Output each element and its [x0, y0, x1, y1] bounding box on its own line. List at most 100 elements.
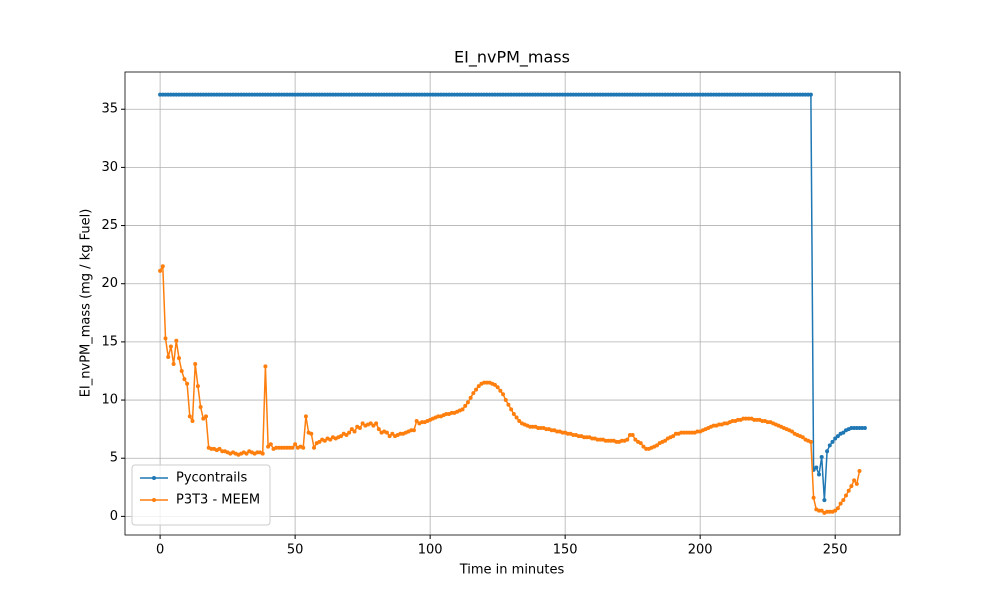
point	[822, 498, 827, 503]
point	[838, 501, 843, 506]
point	[465, 400, 470, 405]
y-tick-label: 10	[101, 393, 118, 408]
point	[857, 469, 862, 474]
point	[476, 384, 481, 389]
point	[852, 478, 857, 483]
point	[833, 436, 838, 441]
point	[468, 395, 473, 400]
point	[816, 472, 821, 477]
point	[414, 418, 419, 423]
point	[168, 344, 173, 349]
point	[492, 382, 497, 387]
point	[843, 493, 848, 498]
point	[506, 402, 511, 407]
point	[846, 488, 851, 493]
point	[463, 403, 468, 408]
y-tick-label: 5	[110, 451, 118, 466]
point	[800, 435, 805, 440]
legend-marker	[152, 498, 156, 502]
legend-label: P3T3 - MEEM	[176, 493, 260, 508]
point	[179, 368, 184, 373]
x-axis-label: Time in minutes	[459, 563, 565, 578]
y-tick-label: 15	[101, 334, 118, 349]
point	[854, 481, 859, 486]
point	[317, 439, 322, 444]
point	[827, 443, 832, 448]
y-tick-label: 0	[110, 509, 118, 524]
point	[819, 508, 824, 513]
point	[411, 428, 416, 433]
point	[501, 392, 506, 397]
point	[185, 381, 190, 386]
chart-title: EI_nvPM_mass	[454, 48, 570, 68]
point	[193, 361, 198, 366]
point	[160, 264, 165, 269]
point	[849, 484, 854, 489]
point	[344, 432, 349, 437]
point	[322, 438, 327, 443]
point	[263, 364, 268, 369]
point	[187, 414, 192, 419]
point	[633, 437, 638, 442]
point	[509, 407, 514, 412]
point	[166, 355, 171, 360]
point	[303, 414, 308, 419]
point	[201, 416, 206, 421]
point	[814, 465, 819, 470]
point	[198, 405, 203, 410]
point	[671, 434, 676, 439]
point	[158, 268, 163, 273]
point	[495, 385, 500, 390]
x-tick-label: 50	[287, 543, 304, 558]
point	[244, 451, 249, 456]
point	[808, 92, 813, 97]
point	[390, 431, 395, 436]
point	[460, 407, 465, 412]
point	[368, 421, 373, 426]
point	[830, 439, 835, 444]
series	[158, 264, 862, 515]
point	[833, 508, 838, 513]
point	[293, 442, 298, 447]
point	[347, 430, 352, 435]
point	[190, 418, 195, 423]
point	[177, 356, 182, 361]
point	[204, 414, 209, 419]
legend-label: Pycontrails	[176, 471, 248, 486]
series	[158, 92, 867, 503]
point	[503, 398, 508, 403]
x-tick-label: 100	[418, 543, 443, 558]
point	[638, 441, 643, 446]
point	[825, 449, 830, 454]
y-tick-label: 35	[101, 102, 118, 117]
x-tick-label: 150	[553, 543, 578, 558]
point	[641, 444, 646, 449]
point	[374, 421, 379, 426]
point	[630, 432, 635, 437]
point	[371, 423, 376, 428]
point	[789, 429, 794, 434]
point	[811, 495, 816, 500]
point	[514, 415, 519, 420]
y-tick-label: 25	[101, 218, 118, 233]
point	[387, 434, 392, 439]
x-tick-label: 200	[688, 543, 713, 558]
point	[835, 434, 840, 439]
point	[819, 455, 824, 460]
point	[217, 446, 222, 451]
x-tick-label: 250	[823, 543, 848, 558]
point	[182, 377, 187, 382]
point	[339, 434, 344, 439]
point	[474, 387, 479, 392]
point	[360, 421, 365, 426]
point	[384, 430, 389, 435]
point	[654, 443, 659, 448]
point	[357, 425, 362, 430]
point	[171, 361, 176, 366]
point	[471, 391, 476, 396]
point	[352, 429, 357, 434]
y-tick-label: 30	[101, 160, 118, 175]
point	[260, 451, 265, 456]
